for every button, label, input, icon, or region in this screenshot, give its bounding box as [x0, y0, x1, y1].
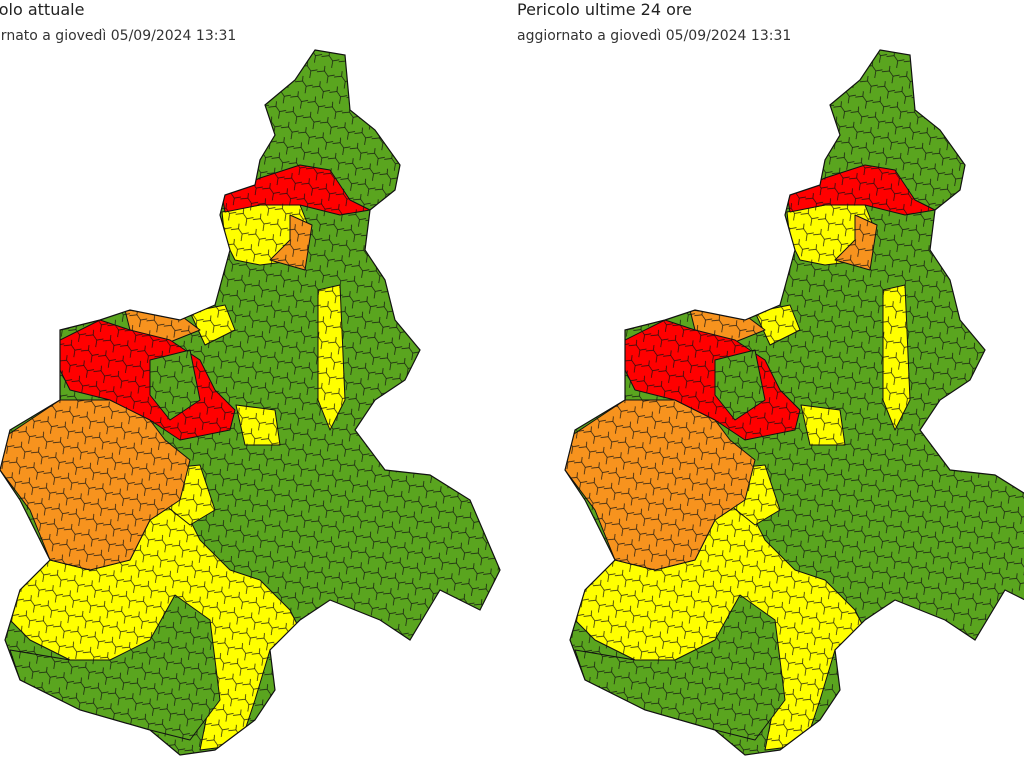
panel-subtitle: aggiornato a giovedì 05/09/2024 13:31 — [0, 28, 236, 44]
map-right — [565, 40, 1024, 768]
panel-title: Pericolo ultime 24 ore — [517, 0, 692, 19]
panel-title: Pericolo attuale — [0, 0, 84, 19]
panel-subtitle: aggiornato a giovedì 05/09/2024 13:31 — [517, 28, 791, 44]
map-left — [0, 40, 510, 768]
